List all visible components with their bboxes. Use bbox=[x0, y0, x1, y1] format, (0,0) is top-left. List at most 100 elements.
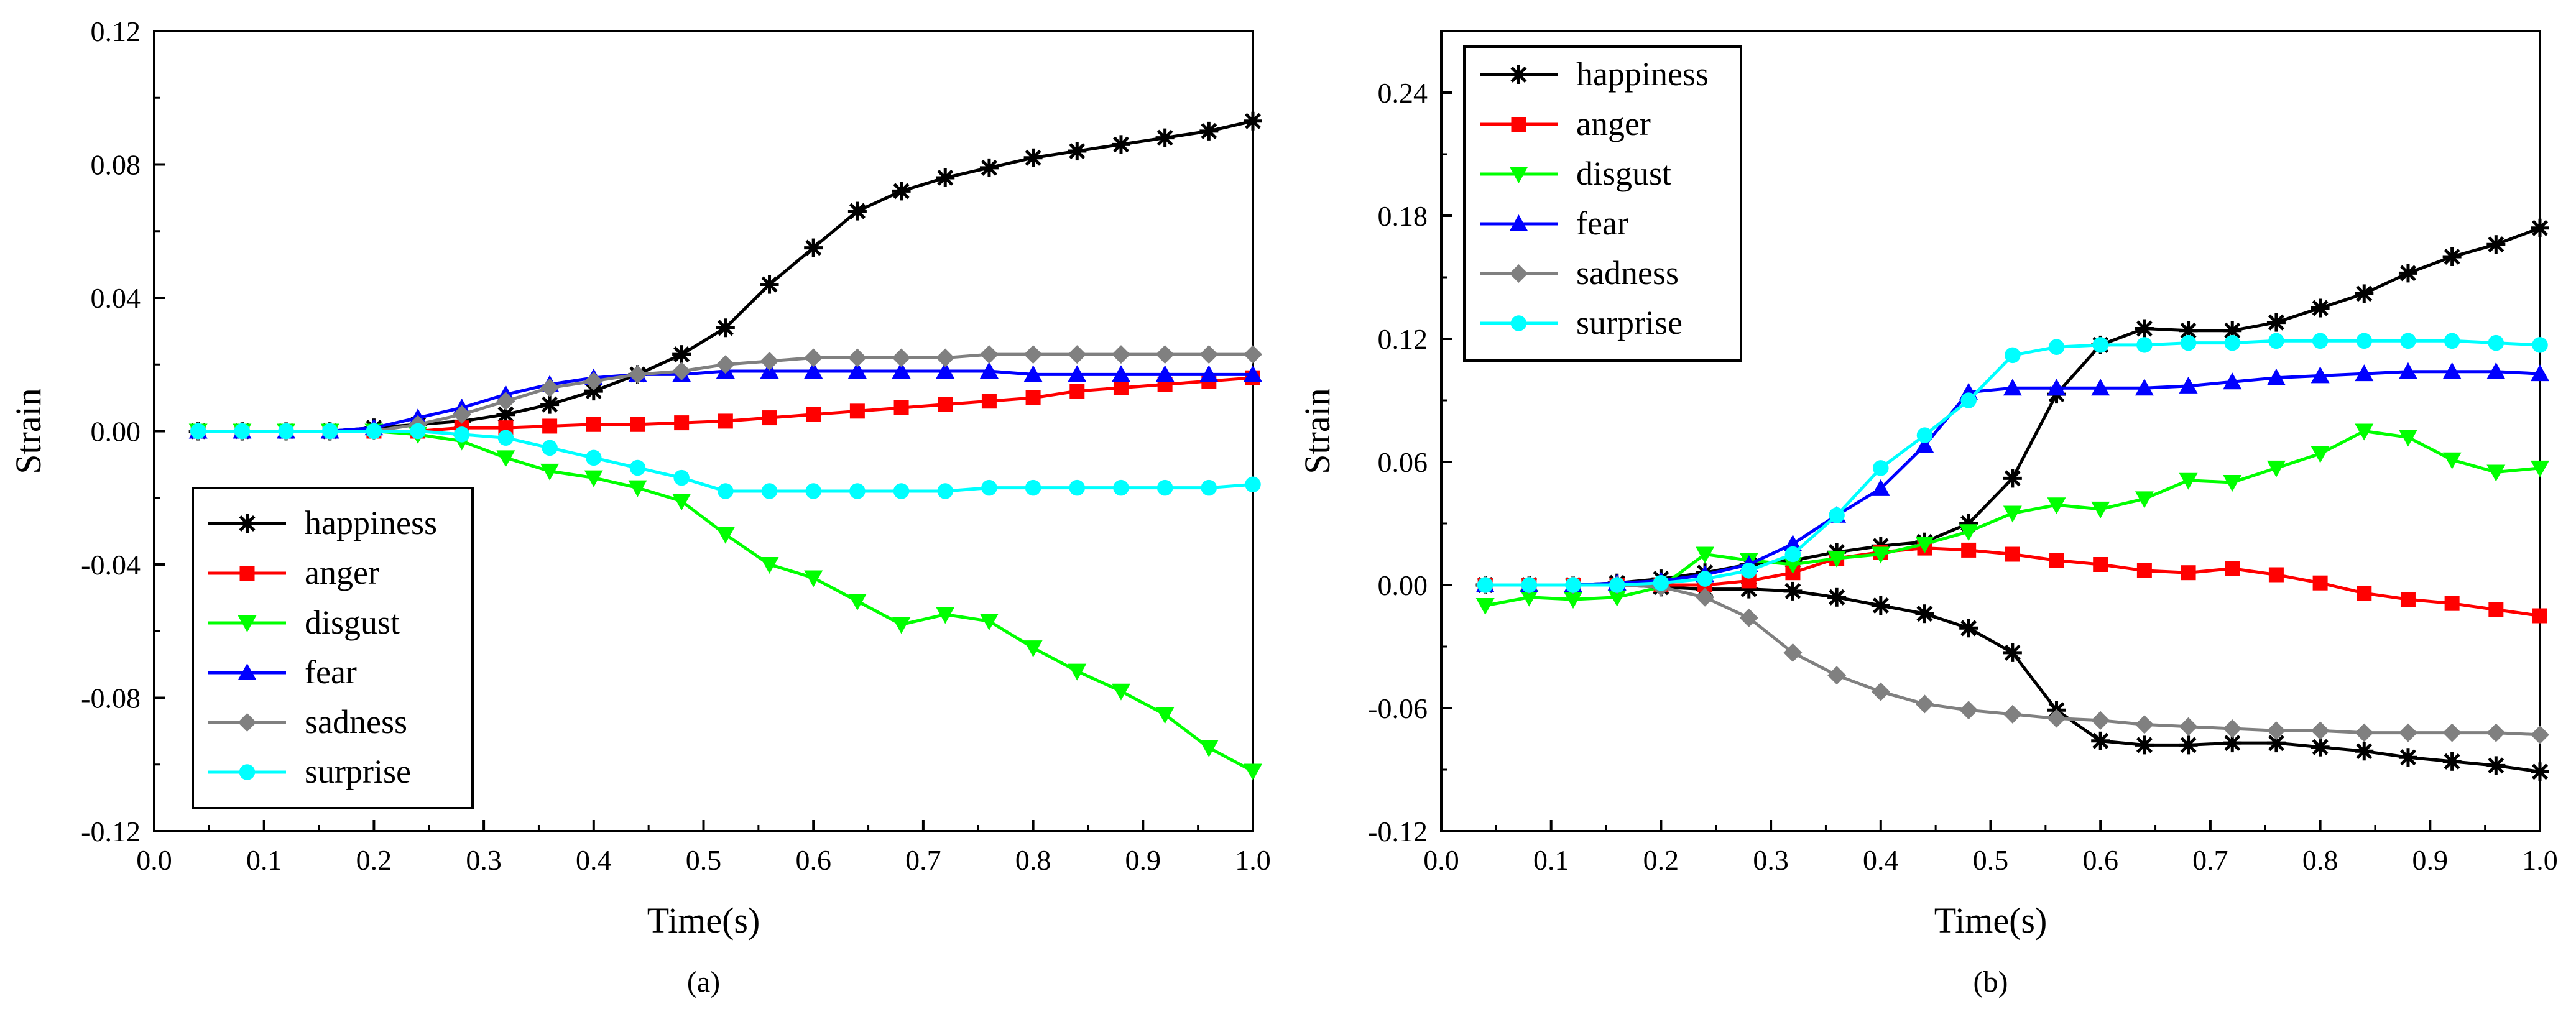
data-point-disgust bbox=[2091, 501, 2110, 518]
data-point-sadness bbox=[1068, 345, 1087, 364]
data-point-disgust bbox=[892, 617, 911, 634]
data-point-disgust bbox=[1023, 640, 1043, 658]
data-point-anger bbox=[893, 400, 909, 415]
data-point-happiness bbox=[2398, 748, 2417, 767]
data-point-surprise bbox=[673, 469, 690, 486]
data-point-happiness bbox=[1244, 111, 1262, 131]
data-point-fear bbox=[2179, 376, 2198, 394]
data-point-happiness bbox=[2135, 319, 2154, 338]
data-point-anger bbox=[2488, 602, 2504, 617]
y-tick-label: -0.04 bbox=[81, 549, 141, 581]
data-point-anger bbox=[938, 397, 953, 412]
data-point-surprise bbox=[1741, 563, 1757, 579]
data-point-happiness bbox=[804, 238, 823, 257]
data-point-surprise bbox=[2400, 333, 2416, 349]
data-point-fear bbox=[2355, 364, 2374, 382]
data-point-anger bbox=[2400, 592, 2416, 607]
legend-label-sadness: sadness bbox=[305, 703, 407, 740]
data-point-happiness bbox=[2179, 321, 2198, 340]
data-point-anger bbox=[806, 407, 821, 422]
data-point-happiness bbox=[2223, 321, 2242, 340]
data-point-happiness bbox=[2311, 298, 2330, 318]
legend-marker-sadness bbox=[238, 713, 257, 732]
data-point-anger bbox=[674, 415, 690, 431]
data-point-surprise bbox=[849, 483, 866, 499]
data-point-surprise bbox=[2356, 333, 2373, 349]
data-point-disgust bbox=[1111, 683, 1130, 701]
data-point-happiness bbox=[892, 182, 911, 201]
data-point-disgust bbox=[2266, 460, 2286, 477]
data-point-happiness bbox=[2442, 752, 2462, 771]
x-tick-label: 0.9 bbox=[1125, 844, 1161, 876]
legend-marker-sadness bbox=[1509, 264, 1528, 283]
legend-box bbox=[192, 487, 474, 809]
legend-marker-surprise bbox=[239, 764, 256, 780]
data-point-surprise bbox=[2444, 333, 2460, 349]
x-tick-label: 0.0 bbox=[136, 844, 172, 876]
data-point-disgust bbox=[1915, 537, 1934, 553]
data-point-sadness bbox=[672, 361, 691, 380]
data-point-fear bbox=[1871, 479, 1890, 496]
data-point-surprise bbox=[1201, 479, 1217, 496]
data-point-sadness bbox=[2311, 721, 2330, 740]
data-point-disgust bbox=[804, 570, 823, 587]
data-point-disgust bbox=[2531, 460, 2549, 477]
data-point-anger bbox=[762, 410, 777, 426]
data-point-disgust bbox=[2179, 472, 2198, 490]
data-point-surprise bbox=[234, 423, 251, 440]
data-point-happiness bbox=[2486, 756, 2506, 775]
data-point-happiness bbox=[936, 168, 955, 187]
legend-marker-disgust bbox=[1509, 167, 1528, 183]
data-point-fear bbox=[2531, 364, 2549, 382]
data-point-happiness bbox=[2355, 742, 2374, 761]
x-tick-label: 0.6 bbox=[2082, 844, 2118, 876]
data-point-surprise bbox=[1609, 577, 1625, 593]
legend-marker-anger bbox=[239, 566, 255, 581]
data-point-sadness bbox=[2355, 723, 2374, 742]
data-point-sadness bbox=[936, 348, 955, 367]
data-point-surprise bbox=[1697, 571, 1713, 587]
y-tick-label: 0.00 bbox=[91, 416, 141, 448]
data-point-fear bbox=[1023, 365, 1043, 382]
x-tick-label: 1.0 bbox=[2522, 844, 2558, 876]
data-point-surprise bbox=[2488, 334, 2504, 351]
data-point-happiness bbox=[2003, 643, 2022, 662]
data-point-disgust bbox=[760, 557, 779, 574]
data-point-disgust bbox=[1244, 763, 1262, 781]
y-tick-label: -0.08 bbox=[81, 683, 141, 714]
data-point-sadness bbox=[2442, 723, 2462, 742]
legend-label-sadness: sadness bbox=[1576, 254, 1679, 292]
data-point-surprise bbox=[893, 483, 910, 499]
data-point-fear bbox=[2047, 379, 2066, 396]
data-point-anger bbox=[2049, 553, 2064, 568]
legend-label-disgust: disgust bbox=[1576, 155, 1671, 192]
data-point-happiness bbox=[2531, 218, 2549, 237]
data-point-happiness bbox=[2442, 247, 2462, 266]
x-tick-label: 0.0 bbox=[1423, 844, 1459, 876]
data-point-happiness bbox=[1783, 581, 1803, 601]
legend-marker-anger bbox=[1511, 117, 1526, 132]
data-point-anger bbox=[542, 418, 558, 434]
series-line-surprise bbox=[198, 430, 1253, 493]
data-point-surprise bbox=[542, 440, 558, 456]
data-point-sadness bbox=[1023, 345, 1043, 364]
y-tick-label: 0.24 bbox=[1378, 77, 1428, 109]
data-point-sadness bbox=[1871, 682, 1890, 701]
data-point-happiness bbox=[2355, 284, 2374, 303]
data-point-happiness bbox=[1199, 121, 1219, 141]
data-point-fear bbox=[2135, 379, 2154, 396]
data-point-surprise bbox=[1829, 507, 1845, 523]
data-point-surprise bbox=[366, 423, 382, 440]
data-point-anger bbox=[981, 394, 997, 409]
data-point-anger bbox=[849, 403, 865, 419]
legend-label-surprise: surprise bbox=[1576, 304, 1683, 341]
legend-marker-fear bbox=[238, 663, 257, 680]
data-point-disgust bbox=[1696, 546, 1715, 564]
data-point-surprise bbox=[1565, 577, 1581, 593]
legend-label-anger: anger bbox=[305, 554, 379, 591]
data-point-anger bbox=[2181, 565, 2196, 581]
data-point-fear bbox=[1199, 365, 1219, 382]
x-tick-label: 0.9 bbox=[2412, 844, 2449, 876]
data-point-sadness bbox=[2179, 717, 2198, 736]
data-point-happiness bbox=[672, 345, 691, 364]
